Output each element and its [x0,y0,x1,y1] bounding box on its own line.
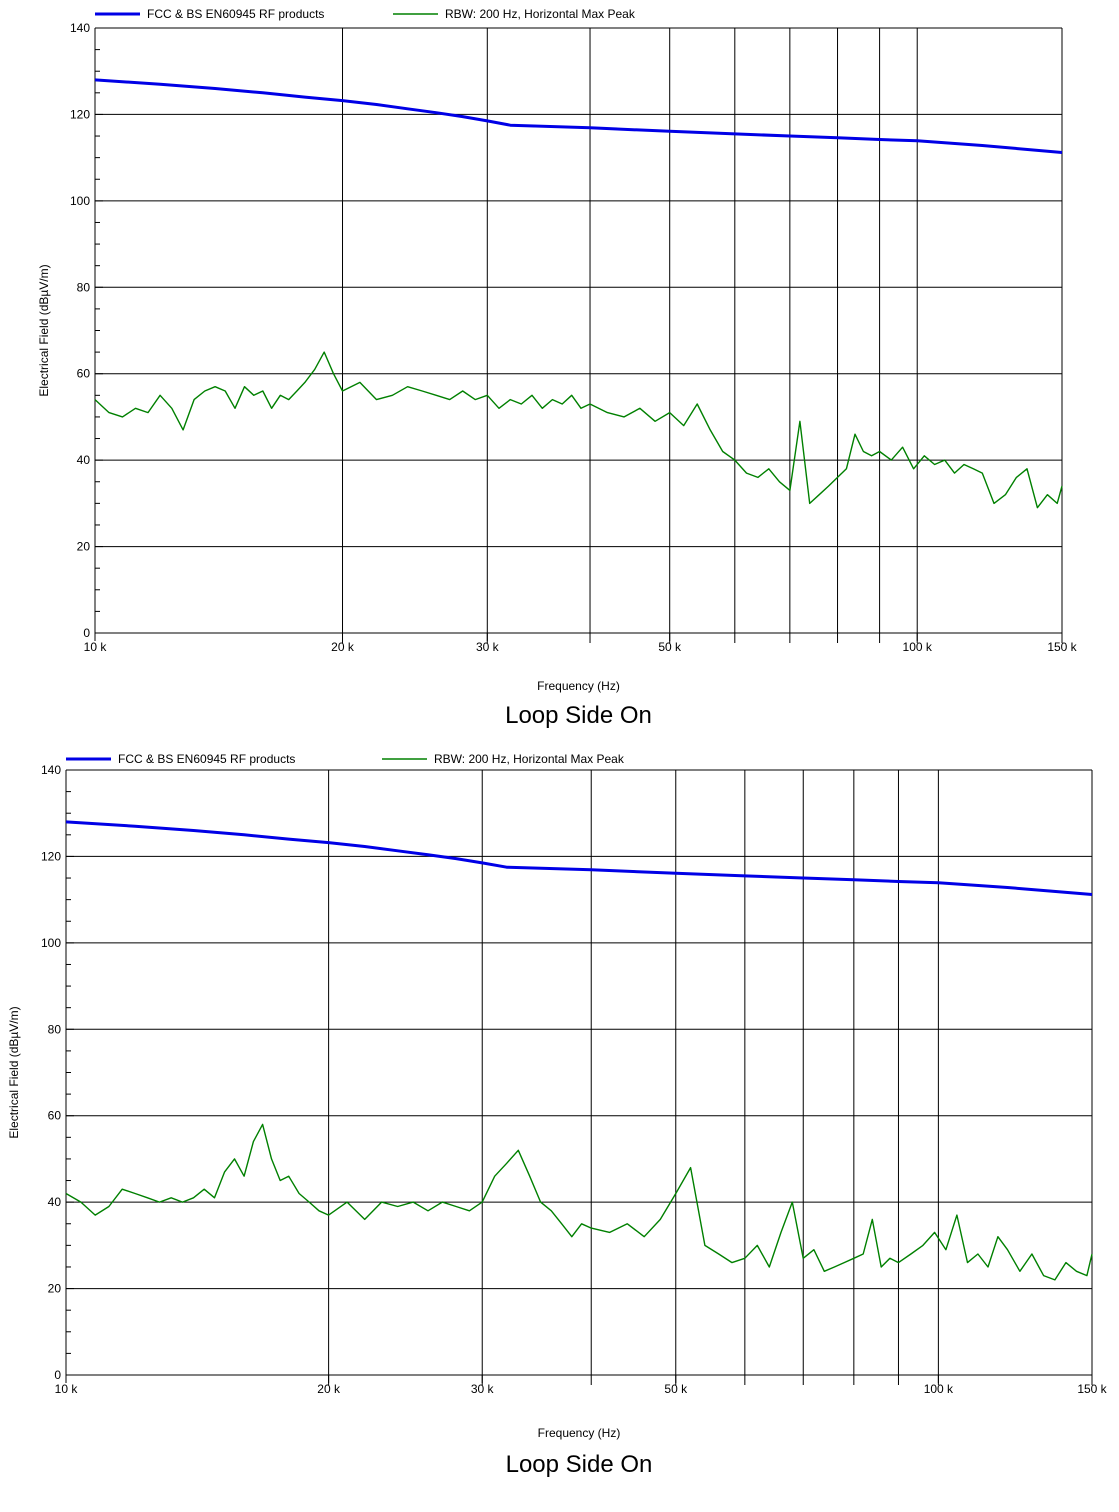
chart-title: Loop Side On [506,1451,653,1478]
y-axis-label: Electrical Field (dBµV/m) [37,264,51,396]
y-tick-label: 80 [77,280,91,294]
limit-line [65,820,1093,896]
measurement-line [94,351,1063,509]
y-tick-label: 20 [48,1282,62,1296]
x-tick-label: 50 k [664,1382,688,1396]
y-tick-label: 140 [70,21,90,35]
y-tick-label: 80 [48,1022,62,1036]
x-tick-label: 30 k [471,1382,495,1396]
x-tick-label: 100 k [903,640,933,654]
y-tick-label: 140 [41,763,61,777]
x-axis-label: Frequency (Hz) [538,1426,621,1440]
chart-panel-top: 0 20 40 60 80 100 120 140 10 k 20 k 30 k 50 k 100 k 1… [37,7,1078,729]
y-tick-label: 0 [54,1368,61,1382]
y-tick-label: 0 [83,626,90,640]
x-tick-label: 10 k [55,1382,79,1396]
x-tick-label: 100 k [924,1382,954,1396]
legend-label: FCC & BS EN60945 RF products [118,752,295,766]
y-tick-label: 60 [48,1109,62,1123]
y-tick-label: 40 [77,453,91,467]
legend-label: RBW: 200 Hz, Horizontal Max Peak [445,7,636,21]
chart-panel-bottom: 0 20 40 60 80 100 120 140 10 k 20 k 30 k 50 k 100 k 1… [7,752,1108,1478]
limit-line [94,78,1063,154]
x-tick-label: 30 k [476,640,500,654]
y-axis-label: Electrical Field (dBµV/m) [7,1006,21,1138]
y-tick-label: 120 [41,849,61,863]
y-tick-label: 120 [70,107,90,121]
chart-title: Loop Side On [505,702,652,729]
x-tick-label: 50 k [658,640,682,654]
y-tick-label: 100 [70,194,90,208]
x-tick-label: 20 k [331,640,355,654]
legend-label: FCC & BS EN60945 RF products [147,7,324,21]
x-axis-label: Frequency (Hz) [537,679,620,693]
x-tick-label: 10 k [84,640,108,654]
measurement-line [65,1123,1093,1281]
y-tick-label: 40 [48,1195,62,1209]
y-tick-label: 60 [77,367,91,381]
y-tick-label: 20 [77,540,91,554]
legend-label: RBW: 200 Hz, Horizontal Max Peak [434,752,625,766]
x-tick-label: 150 k [1047,640,1077,654]
x-tick-label: 150 k [1077,1382,1107,1396]
x-tick-label: 20 k [317,1382,341,1396]
y-tick-label: 100 [41,936,61,950]
